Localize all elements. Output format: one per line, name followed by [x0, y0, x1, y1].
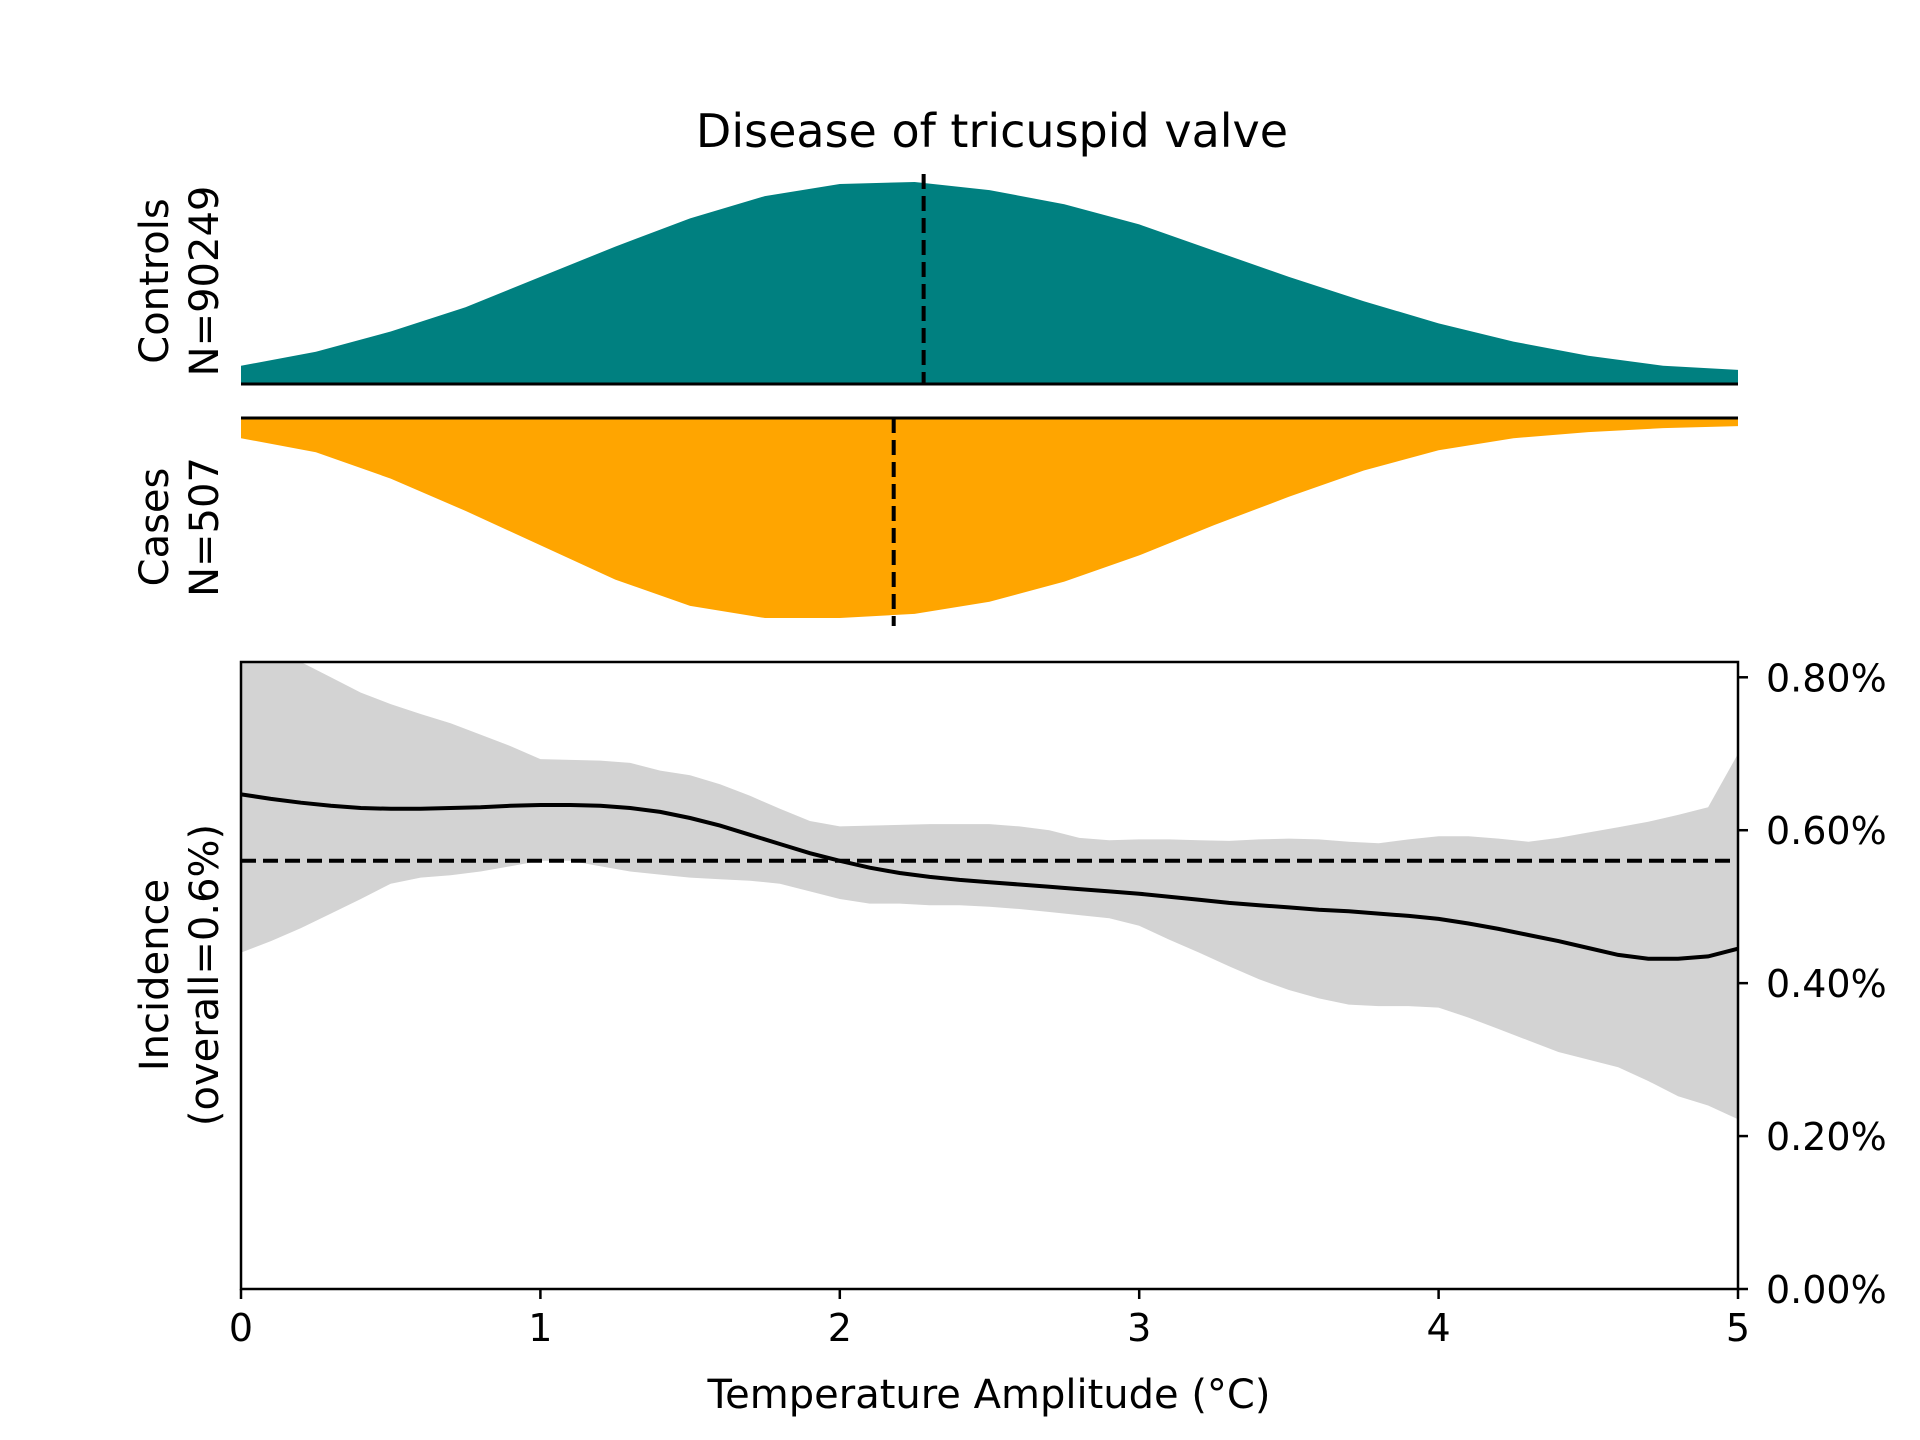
y-axis-label-line2: (overall=0.6%) [182, 824, 228, 1126]
x-tick-label: 1 [528, 1306, 552, 1350]
chart-title: Disease of tricuspid valve [696, 104, 1288, 158]
x-tick-label: 5 [1726, 1306, 1750, 1350]
x-tick-label: 0 [229, 1306, 253, 1350]
cases-density-area [241, 418, 1738, 618]
y-tick-label: 0.20% [1766, 1115, 1887, 1159]
controls-count: N=90249 [182, 186, 228, 377]
controls-label: Controls [132, 198, 178, 363]
cases-panel: Cases N=507 [132, 416, 1738, 626]
controls-density-area [241, 182, 1738, 384]
incidence-panel: 0 1 2 3 4 5 0.00% 0.20% 0.40% 0.60% 0.80% Tempera… [132, 656, 1887, 1418]
cases-count: N=507 [182, 457, 228, 597]
x-tick-label: 2 [828, 1306, 852, 1350]
y-axis-right: 0.00% 0.20% 0.40% 0.60% 0.80% [1738, 656, 1887, 1312]
x-tick-label: 4 [1427, 1306, 1451, 1350]
confidence-band [241, 662, 1738, 1120]
y-tick-label: 0.40% [1766, 962, 1887, 1006]
y-tick-label: 0.80% [1766, 656, 1887, 700]
incidence-line [241, 792, 1738, 961]
y-axis-label-line1: Incidence [132, 879, 178, 1071]
cases-label: Cases [132, 468, 178, 587]
x-tick-label: 3 [1127, 1306, 1151, 1350]
y-tick-label: 0.60% [1766, 809, 1887, 853]
x-axis: 0 1 2 3 4 5 [229, 1289, 1750, 1350]
y-tick-label: 0.00% [1766, 1268, 1887, 1312]
plot-frame [239, 660, 1740, 1291]
x-axis-label: Temperature Amplitude (°C) [707, 1372, 1271, 1418]
controls-panel: Controls N=90249 [132, 174, 1738, 386]
